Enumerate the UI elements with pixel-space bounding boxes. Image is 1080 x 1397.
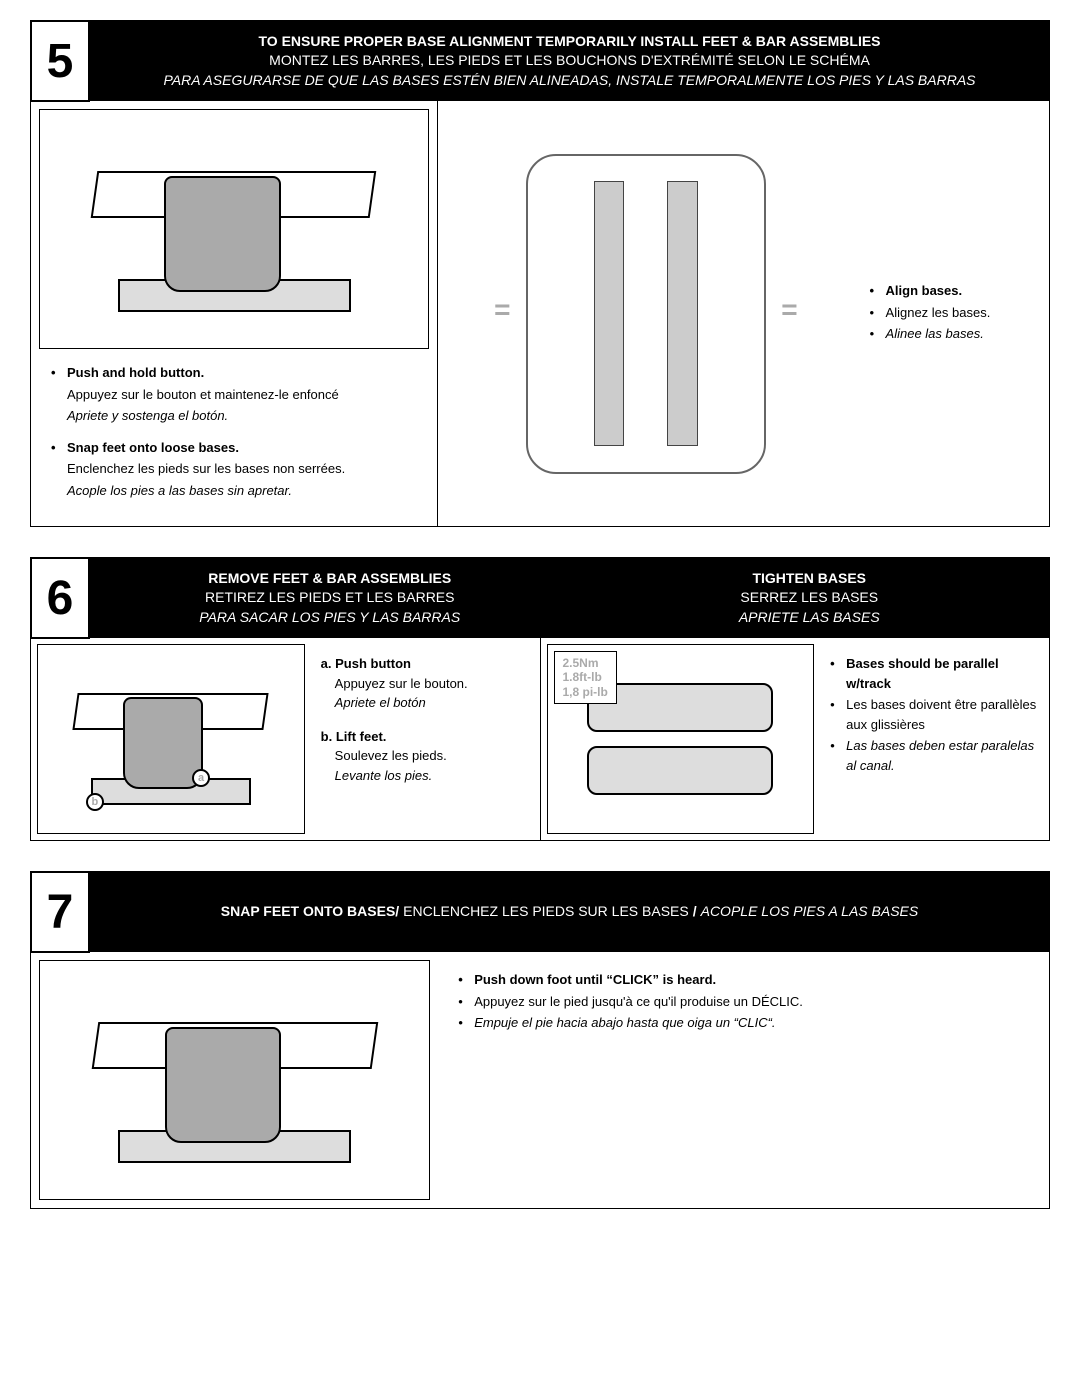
foot-sketch-7 xyxy=(118,997,352,1164)
align-fr: Alignez les bases. xyxy=(870,303,1033,323)
step5-rails-diagram: = = xyxy=(446,114,845,514)
s6a-fr: Appuyez sur le bouton. xyxy=(321,674,530,694)
step-5-title: TO ENSURE PROPER BASE ALIGNMENT TEMPORAR… xyxy=(90,21,1049,101)
step6-right-text: Bases should be parallel w/track Les bas… xyxy=(820,638,1049,840)
step6-left-text: a. Push button Appuyez sur le bouton. Ap… xyxy=(311,638,540,840)
note-snap-fr: Enclenchez les pieds sur les bases non s… xyxy=(51,459,417,479)
step6-right-diagram-wrap: 2.5Nm 1.8ft-lb 1,8 pi-lb xyxy=(541,638,821,840)
s6a-en: Push button xyxy=(335,656,411,671)
foot-sketch-6 xyxy=(91,673,250,805)
step6-left: a b a. Push button Appuyez sur le bouton… xyxy=(31,638,541,840)
s7-fr: ENCLENCHEZ LES PIEDS SUR LES BASES xyxy=(403,902,689,922)
step-5-number: 5 xyxy=(30,20,90,102)
step6-header-split: REMOVE FEET & BAR ASSEMBLIES RETIREZ LES… xyxy=(90,558,1049,638)
callout-a: a xyxy=(192,769,210,787)
torque-spec: 2.5Nm 1.8ft-lb 1,8 pi-lb xyxy=(554,651,617,704)
parallel-fr: Les bases doivent être parallèles aux gl… xyxy=(830,695,1039,734)
step6-left-diagram: a b xyxy=(37,644,305,834)
step7-text: Push down foot until “CLICK” is heard. A… xyxy=(438,952,1049,1208)
torque-pilb: 1,8 pi-lb xyxy=(563,685,608,699)
s6a-es: Apriete el botón xyxy=(321,693,530,713)
align-es: Alinee las bases. xyxy=(870,324,1033,344)
step6-right: 2.5Nm 1.8ft-lb 1,8 pi-lb Bases should be… xyxy=(541,638,1050,840)
s6a-lbl: a. xyxy=(321,656,332,671)
s6l-en: REMOVE FEET & BAR ASSEMBLIES xyxy=(110,569,550,589)
step6-header-right: TIGHTEN BASES SERREZ LES BASES APRIETE L… xyxy=(570,558,1050,638)
s6l-fr: RETIREZ LES PIEDS ET LES BARRES xyxy=(110,588,550,608)
step5-left-notes: Push and hold button. Appuyez sur le bou… xyxy=(31,357,437,526)
s6r-es: APRIETE LAS BASES xyxy=(590,608,1030,628)
parallel-en: Bases should be parallel w/track xyxy=(830,654,1039,693)
step-6-header: 6 REMOVE FEET & BAR ASSEMBLIES RETIREZ L… xyxy=(31,558,1049,638)
step5-rails-wrap: = = xyxy=(438,106,853,522)
align-en: Align bases. xyxy=(870,281,1033,301)
step-6: 6 REMOVE FEET & BAR ASSEMBLIES RETIREZ L… xyxy=(30,557,1050,841)
note-snap-en: Snap feet onto loose bases. xyxy=(51,438,417,458)
note-push-hold-fr: Appuyez sur le bouton et maintenez-le en… xyxy=(51,385,417,405)
note-snap-es: Acople los pies a las bases sin apretar. xyxy=(51,481,417,501)
s6r-fr: SERREZ LES BASES xyxy=(590,588,1030,608)
note-push-hold-es: Apriete y sostenga el botón. xyxy=(51,406,417,426)
s6b-es: Levante los pies. xyxy=(321,766,530,786)
torque-ftlb: 1.8ft-lb xyxy=(563,670,608,684)
step-7: 7 SNAP FEET ONTO BASES/ ENCLENCHEZ LES P… xyxy=(30,871,1050,1209)
parallel-es: Las bases deben estar paralelas al canal… xyxy=(830,736,1039,775)
step-7-header: 7 SNAP FEET ONTO BASES/ ENCLENCHEZ LES P… xyxy=(31,872,1049,952)
step5-title-es: PARA ASEGURARSE DE QUE LAS BASES ESTÉN B… xyxy=(110,71,1029,91)
step-5: 5 TO ENSURE PROPER BASE ALIGNMENT TEMPOR… xyxy=(30,20,1050,527)
s6b-fr: Soulevez les pieds. xyxy=(321,746,530,766)
step6-right-diagram: 2.5Nm 1.8ft-lb 1,8 pi-lb xyxy=(547,644,815,834)
click-fr: Appuyez sur le pied jusqu'à ce qu'il pro… xyxy=(458,992,1029,1012)
equals-left: = xyxy=(494,294,510,326)
s6b-lbl: b. xyxy=(321,729,333,744)
callout-b: b xyxy=(86,793,104,811)
rails-sketch xyxy=(526,154,766,474)
step-6-number: 6 xyxy=(30,557,90,639)
step6-header-left: REMOVE FEET & BAR ASSEMBLIES RETIREZ LES… xyxy=(90,558,570,638)
step5-left-col: Push and hold button. Appuyez sur le bou… xyxy=(31,101,438,526)
click-en: Push down foot until “CLICK” is heard. xyxy=(458,970,1029,990)
step-7-number: 7 xyxy=(30,871,90,953)
step5-right-notes: Align bases. Alignez les bases. Alinee l… xyxy=(854,261,1049,366)
step5-body: Push and hold button. Appuyez sur le bou… xyxy=(31,101,1049,526)
s6r-en: TIGHTEN BASES xyxy=(590,569,1030,589)
step-5-header: 5 TO ENSURE PROPER BASE ALIGNMENT TEMPOR… xyxy=(31,21,1049,101)
s7-sep: / xyxy=(693,902,697,922)
step6-body: a b a. Push button Appuyez sur le bouton… xyxy=(31,638,1049,840)
step7-title: SNAP FEET ONTO BASES/ ENCLENCHEZ LES PIE… xyxy=(90,872,1049,952)
step5-right-col: = = Align bases. Alignez les bases. Alin… xyxy=(438,101,1049,526)
step5-foot-diagram xyxy=(39,109,429,349)
note-push-hold-en: Push and hold button. xyxy=(51,363,417,383)
step6-left-diagram-wrap: a b xyxy=(31,638,311,840)
step7-diagram xyxy=(39,960,430,1200)
s7-es: ACOPLE LOS PIES A LAS BASES xyxy=(701,902,919,922)
s7-en: SNAP FEET ONTO BASES/ xyxy=(221,902,399,922)
step5-title-en: TO ENSURE PROPER BASE ALIGNMENT TEMPORAR… xyxy=(110,32,1029,52)
foot-sketch xyxy=(118,146,351,313)
equals-right: = xyxy=(781,294,797,326)
s6b-en: Lift feet. xyxy=(336,729,387,744)
s6l-es: PARA SACAR LOS PIES Y LAS BARRAS xyxy=(110,608,550,628)
step7-diagram-wrap xyxy=(31,952,438,1208)
click-es: Empuje el pie hacia abajo hasta que oiga… xyxy=(458,1013,1029,1033)
step5-title-fr: MONTEZ LES BARRES, LES PIEDS ET LES BOUC… xyxy=(110,51,1029,71)
torque-nm: 2.5Nm xyxy=(563,656,608,670)
step7-body: Push down foot until “CLICK” is heard. A… xyxy=(31,952,1049,1208)
